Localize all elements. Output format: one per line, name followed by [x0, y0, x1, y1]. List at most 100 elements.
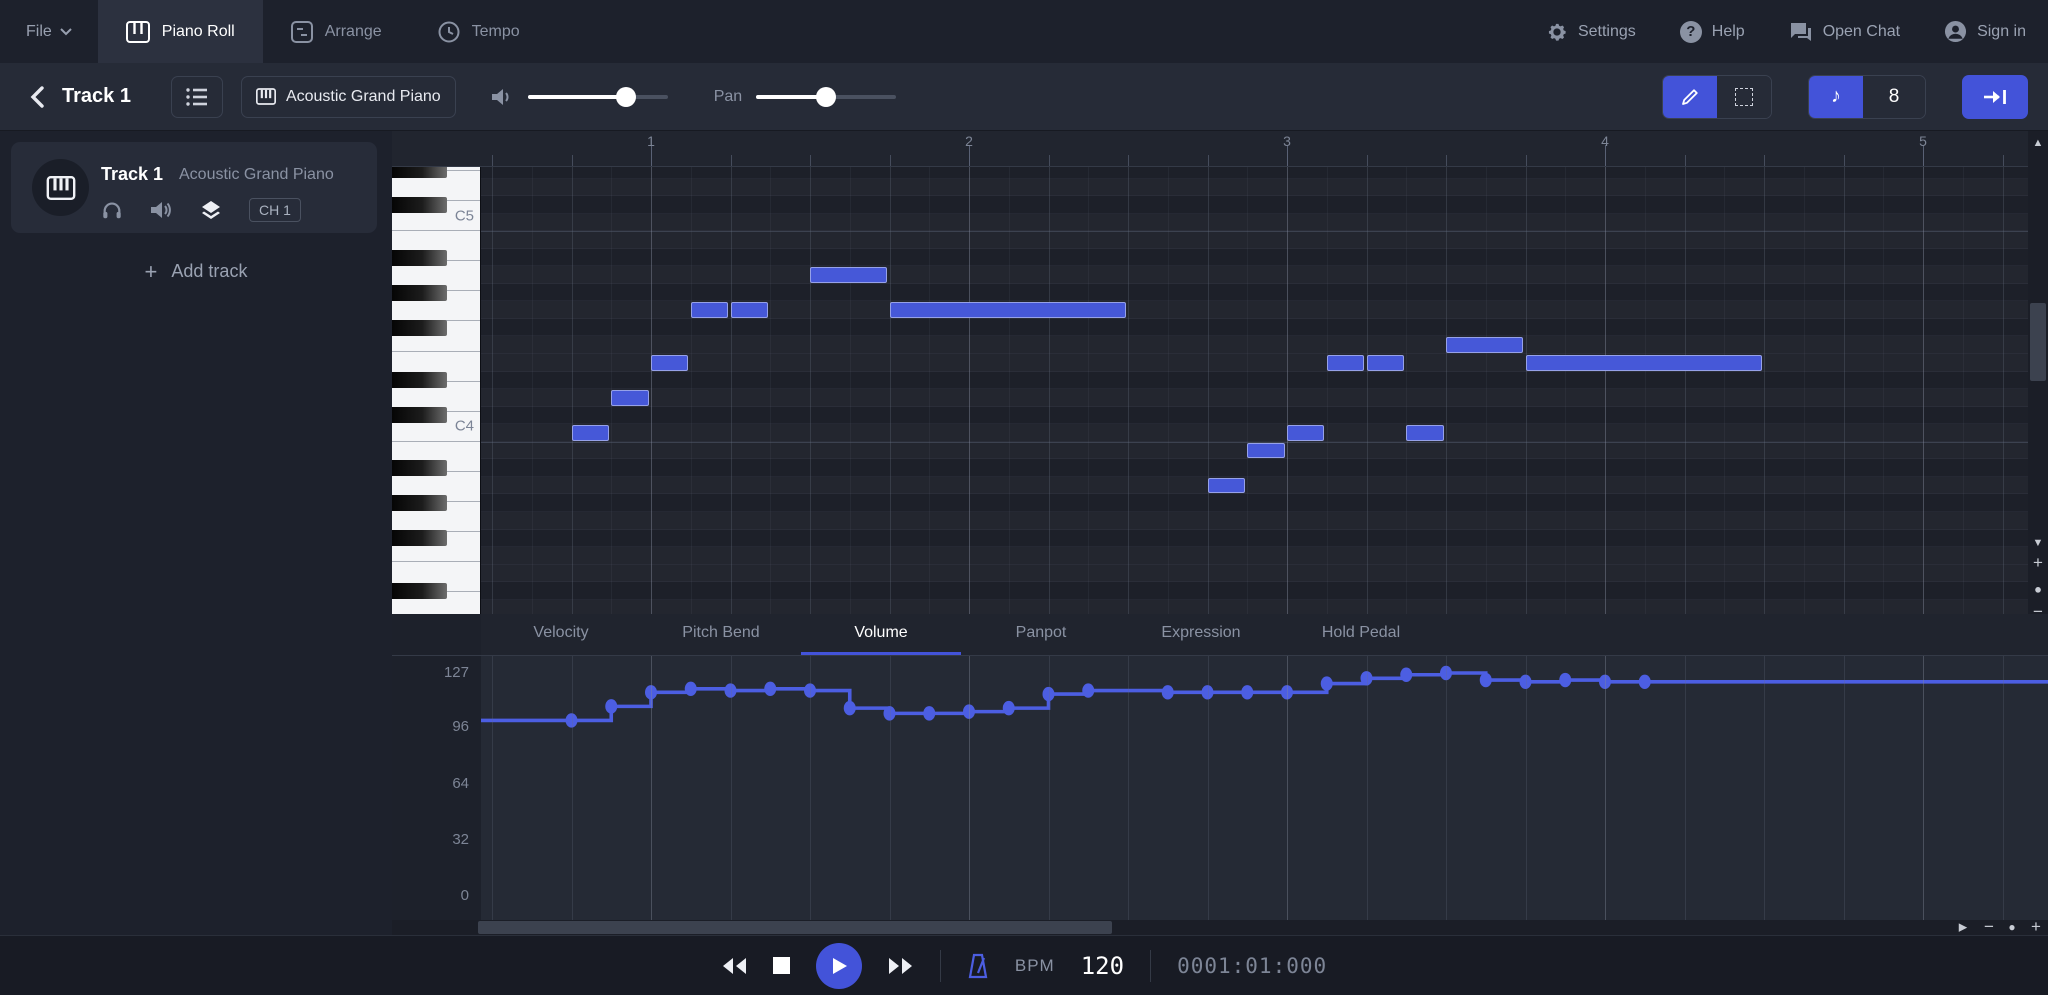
midi-note-A4[interactable]: [810, 267, 887, 283]
scroll-down-icon[interactable]: ▼: [2028, 537, 2048, 549]
bpm-value[interactable]: 120: [1081, 952, 1124, 980]
zoom-in-horizontal-icon[interactable]: +: [2031, 917, 2041, 937]
mute-volume-icon[interactable]: [149, 200, 173, 220]
layers-ghost-icon[interactable]: [199, 199, 223, 221]
control-tab-expression[interactable]: Expression: [1121, 614, 1281, 655]
headphones-solo-icon[interactable]: [101, 199, 123, 221]
pencil-tool-button[interactable]: [1663, 76, 1717, 118]
volume-event-point[interactable]: [685, 682, 697, 696]
ruler-bar-number: 4: [1601, 133, 1609, 149]
midi-note-C4[interactable]: [1406, 425, 1443, 441]
control-tab-pitch-bend[interactable]: Pitch Bend: [641, 614, 801, 655]
scroll-up-icon[interactable]: ▲: [2028, 137, 2048, 149]
control-tab-volume[interactable]: Volume: [801, 614, 961, 655]
midi-note-B3[interactable]: [1247, 443, 1284, 459]
black-key[interactable]: [392, 460, 447, 476]
volume-event-point[interactable]: [1003, 701, 1015, 715]
midi-note-A3[interactable]: [1208, 478, 1245, 494]
volume-curve[interactable]: [481, 656, 2048, 920]
tab-arrange[interactable]: Arrange: [263, 0, 410, 63]
volume-event-point[interactable]: [1559, 673, 1571, 687]
black-key[interactable]: [392, 530, 447, 546]
midi-note-G4[interactable]: [890, 302, 1126, 318]
volume-event-point[interactable]: [1082, 683, 1094, 697]
metronome-toggle[interactable]: [967, 953, 989, 979]
piano-roll-grid[interactable]: [392, 167, 2028, 614]
play-button[interactable]: [816, 943, 862, 989]
zoom-in-vertical-icon[interactable]: +: [2033, 553, 2043, 573]
scroll-right-icon[interactable]: ▶: [1959, 921, 1967, 934]
add-track-button[interactable]: +Add track: [0, 259, 392, 285]
open-chat-button[interactable]: Open Chat: [1767, 0, 1922, 63]
file-menu-button[interactable]: File: [0, 0, 98, 63]
volume-event-point[interactable]: [1321, 676, 1333, 690]
channel-chip[interactable]: CH 1: [249, 198, 301, 222]
black-key[interactable]: [392, 250, 447, 266]
tab-label: Arrange: [325, 23, 382, 41]
chat-icon: [1789, 21, 1813, 43]
black-key[interactable]: [392, 285, 447, 301]
graph-grid-line: [1605, 656, 1606, 920]
volume-event-point[interactable]: [923, 706, 935, 720]
stop-button[interactable]: [773, 957, 790, 974]
pan-slider-thumb[interactable]: [816, 87, 836, 107]
midi-note-C4[interactable]: [1287, 425, 1324, 441]
midi-note-G4[interactable]: [731, 302, 768, 318]
instrument-button[interactable]: Acoustic Grand Piano: [241, 76, 456, 118]
horizontal-scrollbar-thumb[interactable]: [478, 921, 1112, 934]
horizontal-scrollbar[interactable]: [392, 920, 2048, 935]
tab-piano-roll[interactable]: Piano Roll: [98, 0, 263, 63]
selection-tool-button[interactable]: [1717, 76, 1771, 118]
volume-graph[interactable]: [481, 656, 2048, 920]
black-key[interactable]: [392, 495, 447, 511]
jump-to-end-button[interactable]: [1962, 75, 2028, 119]
midi-note-C4[interactable]: [572, 425, 609, 441]
midi-note-E4[interactable]: [1367, 355, 1404, 371]
black-key[interactable]: [392, 407, 447, 423]
volume-event-point[interactable]: [844, 701, 856, 715]
help-button[interactable]: ? Help: [1658, 0, 1767, 63]
track-list-button[interactable]: [171, 76, 223, 118]
settings-button[interactable]: Settings: [1524, 0, 1658, 63]
black-key[interactable]: [392, 167, 447, 178]
volume-event-point[interactable]: [1639, 675, 1651, 689]
y-axis-tick-127: 127: [399, 664, 469, 681]
control-tab-velocity[interactable]: Velocity: [481, 614, 641, 655]
volume-event-point[interactable]: [1162, 685, 1174, 699]
rewind-button[interactable]: [721, 957, 747, 975]
control-tab-hold-pedal[interactable]: Hold Pedal: [1281, 614, 1441, 655]
bar-ruler[interactable]: 12345: [392, 131, 2028, 167]
zoom-out-horizontal-icon[interactable]: −: [1984, 917, 1994, 937]
midi-note-G4[interactable]: [691, 302, 728, 318]
volume-slider[interactable]: [528, 95, 668, 99]
black-key[interactable]: [392, 583, 447, 599]
track-card[interactable]: Track 1 Acoustic Grand Piano CH 1: [11, 142, 377, 233]
sign-in-button[interactable]: Sign in: [1922, 0, 2048, 63]
quantize-value-button[interactable]: 8: [1863, 76, 1925, 118]
app-window: File Piano Roll Arrange Tempo Settings ?…: [0, 0, 2048, 995]
pan-slider[interactable]: [756, 95, 896, 99]
tab-tempo[interactable]: Tempo: [410, 0, 548, 63]
zoom-reset-horizontal-icon[interactable]: ●: [2008, 920, 2015, 934]
midi-note-F4[interactable]: [1446, 337, 1523, 353]
volume-event-point[interactable]: [764, 682, 776, 696]
volume-event-point[interactable]: [1480, 673, 1492, 687]
midi-note-E4[interactable]: [1327, 355, 1364, 371]
back-button[interactable]: [30, 86, 44, 108]
vertical-scrollbar[interactable]: ▲ ▼: [2028, 131, 2048, 614]
fast-forward-button[interactable]: [888, 957, 914, 975]
quantize-note-button[interactable]: ♪: [1809, 76, 1863, 118]
vertical-scrollbar-thumb[interactable]: [2030, 303, 2046, 381]
black-key[interactable]: [392, 197, 447, 213]
control-tab-panpot[interactable]: Panpot: [961, 614, 1121, 655]
zoom-reset-vertical-icon[interactable]: ●: [2034, 582, 2042, 597]
midi-note-E4[interactable]: [1526, 355, 1762, 371]
midi-note-E4[interactable]: [651, 355, 688, 371]
black-key[interactable]: [392, 320, 447, 336]
midi-note-D4[interactable]: [611, 390, 648, 406]
black-key[interactable]: [392, 372, 447, 388]
volume-slider-thumb[interactable]: [616, 87, 636, 107]
volume-event-point[interactable]: [1400, 668, 1412, 682]
volume-event-point[interactable]: [1241, 685, 1253, 699]
volume-event-point[interactable]: [605, 699, 617, 713]
